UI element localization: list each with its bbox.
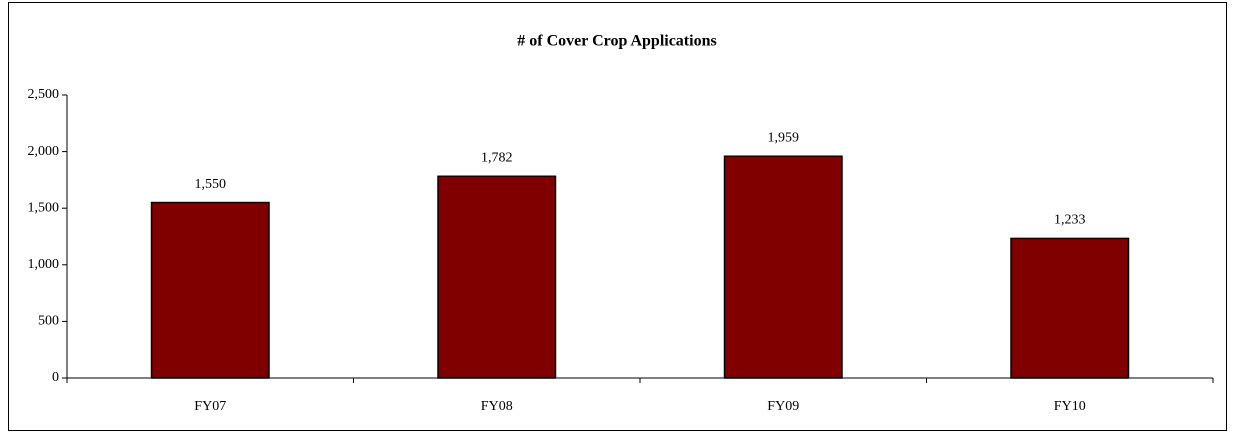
bar xyxy=(150,201,270,379)
y-tick-label: 1,000 xyxy=(28,257,60,272)
data-label: 1,550 xyxy=(195,177,227,192)
data-label: 1,233 xyxy=(1054,213,1086,228)
y-tick-label: 2,500 xyxy=(28,87,60,102)
y-tick-label: 1,500 xyxy=(28,200,60,215)
x-tick-label: FY07 xyxy=(194,399,226,414)
chart-title: # of Cover Crop Applications xyxy=(517,33,716,50)
data-label: 1,782 xyxy=(481,150,513,165)
x-tick-label: FY08 xyxy=(481,399,513,414)
bar xyxy=(1010,237,1130,379)
x-tick-label: FY10 xyxy=(1054,399,1086,414)
bar xyxy=(723,155,843,379)
y-tick-label: 500 xyxy=(38,314,59,329)
x-tick-label: FY09 xyxy=(767,399,799,414)
y-tick-label: 2,000 xyxy=(28,144,60,159)
y-tick-label: 0 xyxy=(52,370,59,385)
data-label: 1,959 xyxy=(768,130,800,145)
bar xyxy=(437,175,557,379)
